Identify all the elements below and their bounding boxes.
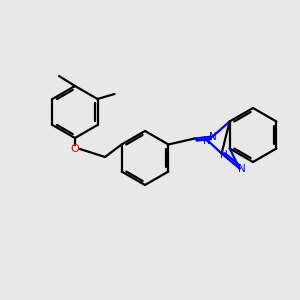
Text: N: N [238, 164, 245, 173]
Text: O: O [70, 144, 80, 154]
Text: N: N [209, 131, 217, 142]
Text: N: N [220, 151, 227, 160]
Text: N: N [203, 136, 211, 146]
